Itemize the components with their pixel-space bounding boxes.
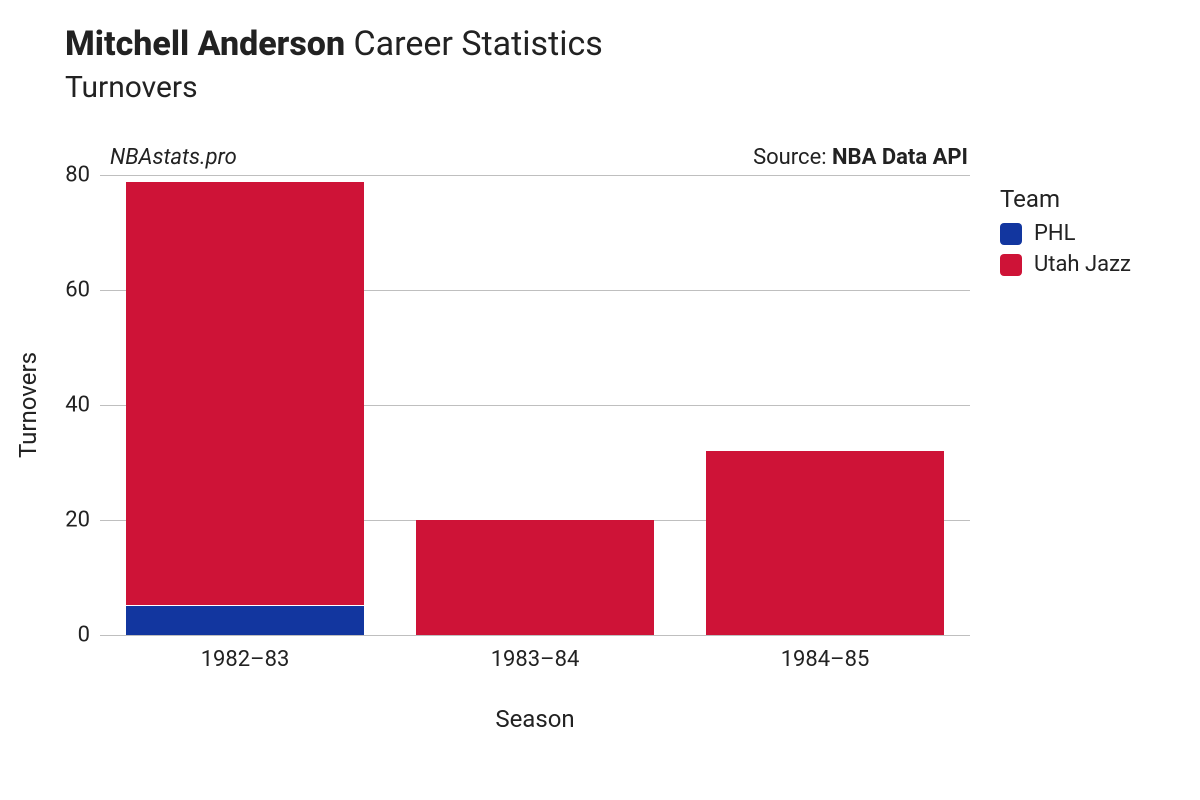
chart-container: Mitchell Anderson Career Statistics Turn… bbox=[0, 0, 1200, 800]
chart-subtitle: Turnovers bbox=[65, 70, 603, 105]
x-tick-label: 1984–85 bbox=[781, 647, 870, 672]
x-tick-label: 1983–84 bbox=[491, 647, 580, 672]
chart-title-block: Mitchell Anderson Career Statistics Turn… bbox=[65, 24, 603, 105]
x-axis-title: Season bbox=[100, 705, 970, 733]
y-tick-label: 0 bbox=[40, 623, 90, 648]
y-tick-label: 40 bbox=[40, 393, 90, 418]
watermark-text: NBAstats.pro bbox=[110, 145, 237, 170]
source-prefix: Source: bbox=[753, 145, 832, 170]
legend-label: PHL bbox=[1034, 221, 1075, 246]
bar-segment bbox=[126, 606, 364, 635]
y-tick-label: 60 bbox=[40, 278, 90, 303]
y-axis-title: Turnovers bbox=[14, 352, 42, 458]
y-tick-label: 80 bbox=[40, 163, 90, 188]
legend-item: Utah Jazz bbox=[1000, 252, 1131, 277]
source-attribution: Source: NBA Data API bbox=[753, 145, 968, 170]
bar-segment bbox=[706, 451, 944, 635]
title-suffix: Career Statistics bbox=[345, 24, 603, 64]
plot-area: 020406080 bbox=[100, 175, 970, 635]
chart-title: Mitchell Anderson Career Statistics bbox=[65, 24, 603, 64]
grid-line bbox=[100, 175, 970, 176]
legend-swatch bbox=[1000, 254, 1022, 276]
y-tick-label: 20 bbox=[40, 508, 90, 533]
legend-label: Utah Jazz bbox=[1034, 252, 1131, 277]
legend-title: Team bbox=[1000, 185, 1131, 213]
player-name: Mitchell Anderson bbox=[65, 24, 345, 64]
bar-segment bbox=[416, 520, 654, 635]
legend-swatch bbox=[1000, 223, 1022, 245]
x-tick-label: 1982–83 bbox=[201, 647, 290, 672]
legend: Team PHL Utah Jazz bbox=[1000, 185, 1131, 283]
legend-item: PHL bbox=[1000, 221, 1131, 246]
bar-segment bbox=[126, 182, 364, 606]
source-name: NBA Data API bbox=[832, 145, 968, 170]
